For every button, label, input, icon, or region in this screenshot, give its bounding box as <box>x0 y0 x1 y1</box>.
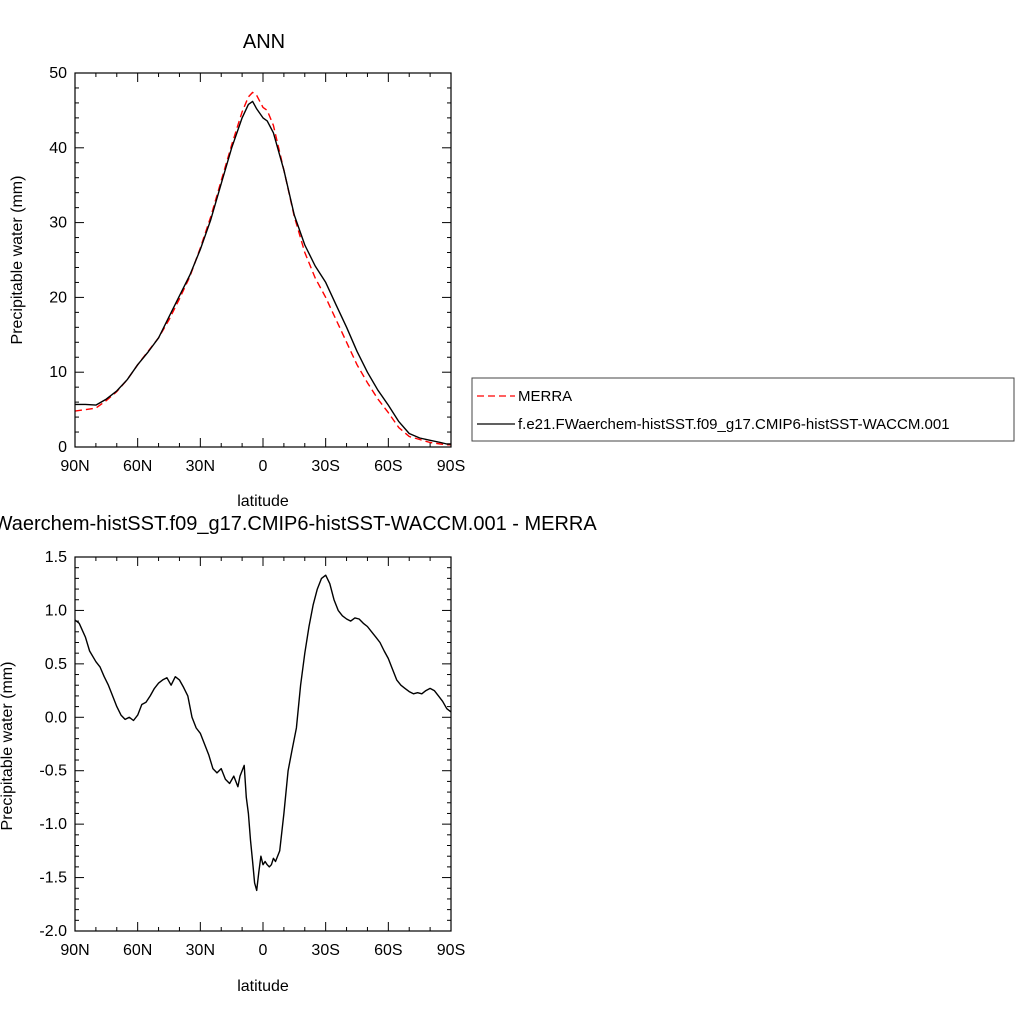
y-tick-label: 0.5 <box>45 656 67 673</box>
x-tick-label: 60S <box>374 942 402 959</box>
series-lines <box>74 574 452 892</box>
legend-label-model: f.e21.FWaerchem-histSST.f09_g17.CMIP6-hi… <box>518 416 950 433</box>
axis-ticks: 90N 60N 30N 0 30S 60S 90S -2.0 -1.5 -1.0 -0.5 0.0 0.… <box>39 549 465 959</box>
x-tick-label: 30S <box>311 458 339 475</box>
y-tick-label: 50 <box>49 65 67 82</box>
y-tick-label: -1.5 <box>39 870 67 887</box>
legend-label-merra: MERRA <box>518 388 572 405</box>
series-lines <box>74 91 451 446</box>
x-tick-label: 30N <box>186 458 215 475</box>
x-tick-label: 0 <box>259 458 268 475</box>
y-tick-label: 40 <box>49 140 67 157</box>
x-axis-title: latitude <box>237 978 289 995</box>
y-tick-label: -2.0 <box>39 923 67 940</box>
y-tick-label: 1.0 <box>45 602 67 619</box>
series-line-model <box>75 100 451 445</box>
y-tick-label: 1.5 <box>45 549 67 566</box>
x-tick-label: 90N <box>60 458 89 475</box>
y-tick-label: 0 <box>58 439 67 456</box>
x-tick-label: 90S <box>437 458 465 475</box>
x-tick-label: 0 <box>259 942 268 959</box>
x-tick-label: 60S <box>374 458 402 475</box>
chart-mean-annual: ANN 90N 60N 30N 0 30S 60S 90S 0 10 20 30 40 50 latit… <box>9 31 465 510</box>
y-tick-label: 0.0 <box>45 709 67 726</box>
y-axis-title: Precipitable water (mm) <box>9 176 26 345</box>
x-tick-label: 60N <box>123 942 152 959</box>
x-axis-title: latitude <box>237 493 289 510</box>
x-tick-label: 90S <box>437 942 465 959</box>
y-axis-title: Precipitable water (mm) <box>0 662 16 831</box>
y-tick-label: 30 <box>49 215 67 232</box>
y-tick-label: -0.5 <box>39 763 67 780</box>
x-tick-label: 30S <box>311 942 339 959</box>
x-tick-label: 60N <box>123 458 152 475</box>
x-tick-label: 30N <box>186 942 215 959</box>
legend: MERRA f.e21.FWaerchem-histSST.f09_g17.CM… <box>471 377 1015 442</box>
chart-title: ANN <box>243 31 285 53</box>
series-line-difference <box>74 574 452 892</box>
chart-difference: f.e21.FWaerchem-histSST.f09_g17.CMIP6-hi… <box>0 513 597 995</box>
legend-box <box>471 377 1015 442</box>
axis-ticks: 90N 60N 30N 0 30S 60S 90S 0 10 20 30 40 50 <box>49 65 465 475</box>
y-tick-label: -1.0 <box>39 816 67 833</box>
x-tick-label: 90N <box>60 942 89 959</box>
y-tick-label: 20 <box>49 289 67 306</box>
chart-title: f.e21.FWaerchem-histSST.f09_g17.CMIP6-hi… <box>0 513 597 535</box>
y-tick-label: 10 <box>49 364 67 381</box>
